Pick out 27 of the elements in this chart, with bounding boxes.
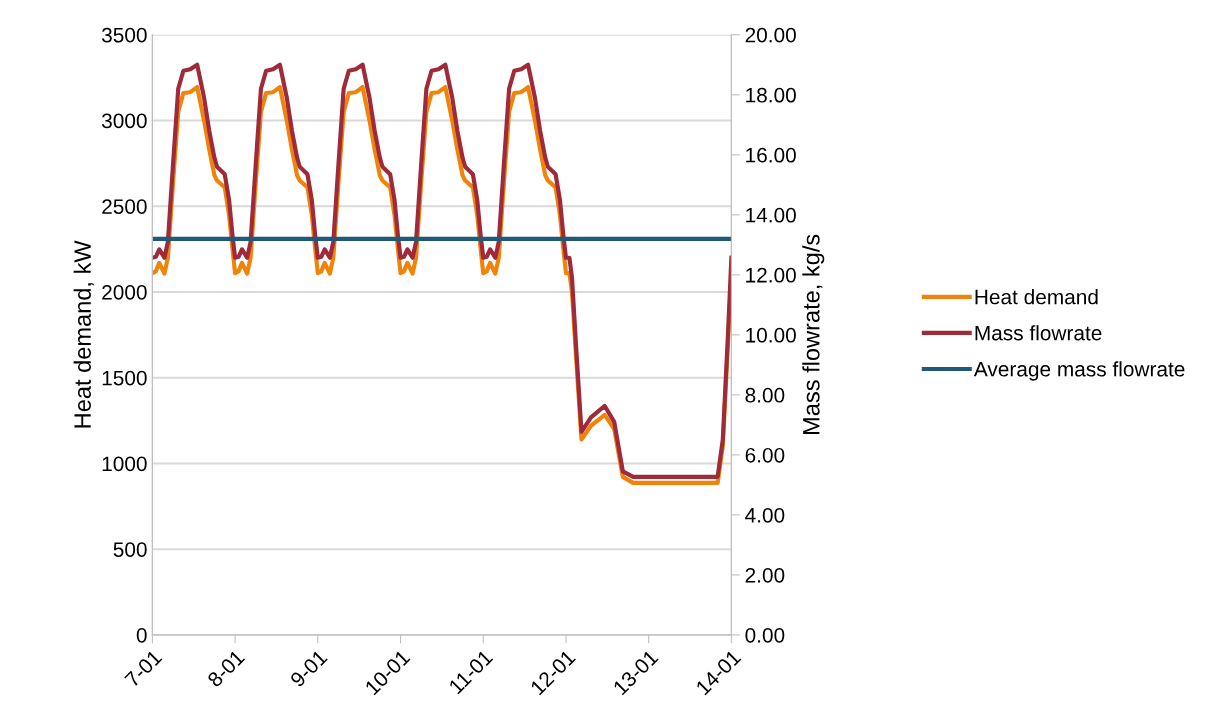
y2-tick-label: 10.00 (746, 327, 796, 343)
legend-label: Heat demand (975, 289, 1098, 305)
legend-label: Average mass flowrate (973, 361, 1185, 381)
y-tick-label: 0 (136, 627, 147, 643)
y2-tick-label: 14.00 (746, 207, 796, 223)
y-tick-label: 1000 (102, 456, 147, 472)
y-axis-title: Heat demand, kW (73, 240, 94, 428)
y2-tick-label: 20.00 (745, 27, 796, 43)
y2-tick-label: 6.00 (745, 447, 785, 463)
y2-tick-label: 16.00 (746, 147, 796, 163)
y2-tick-label: 8.00 (745, 387, 785, 403)
y2-tick-label: 0.00 (745, 627, 785, 643)
y2-tick-label: 4.00 (745, 507, 785, 523)
y2-tick-label: 12.00 (746, 267, 796, 283)
legend-label: Mass flowrate (975, 325, 1102, 341)
y2-tick-label: 18.00 (746, 87, 796, 103)
x-tick-label: 8-01 (206, 649, 246, 688)
x-tick-label: 9-01 (289, 649, 328, 688)
y2-tick-label: 2.00 (745, 567, 785, 583)
y-tick-label: 1500 (102, 370, 147, 386)
y-tick-label: 2500 (102, 199, 147, 214)
y-tick-label: 3000 (101, 113, 147, 129)
y2-axis-title: Mass flowrate, kg/s (802, 234, 825, 434)
y-tick-label: 500 (113, 542, 147, 557)
y-tick-label: 3500 (101, 27, 147, 43)
x-tick-label: 7-01 (124, 649, 163, 688)
y-tick-label: 2000 (102, 284, 147, 300)
